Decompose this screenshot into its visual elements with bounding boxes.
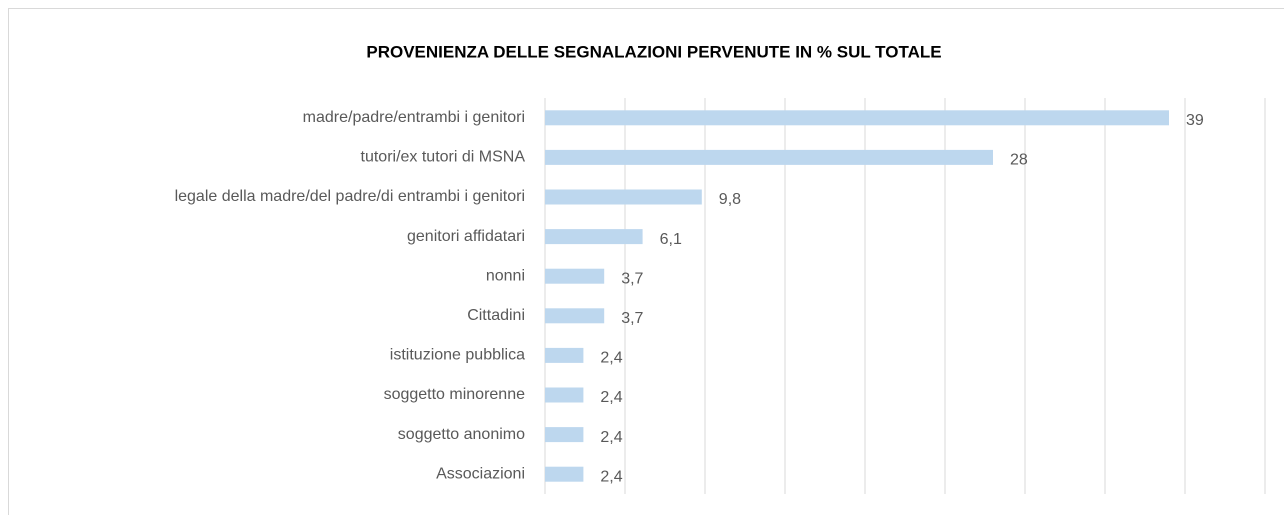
y-tick-label: Cittadini <box>467 307 525 324</box>
y-tick-label: nonni <box>486 267 525 284</box>
y-tick-label: soggetto anonimo <box>398 426 525 443</box>
bar <box>545 189 702 205</box>
data-label: 2,4 <box>600 468 622 485</box>
data-label: 9,8 <box>719 191 741 208</box>
bar <box>545 387 584 403</box>
data-label: 6,1 <box>660 231 682 248</box>
y-tick-label: Associazioni <box>436 465 525 482</box>
data-label: 2,4 <box>600 350 622 367</box>
data-label: 28 <box>1010 152 1028 169</box>
chart-border <box>8 8 1284 515</box>
bar <box>545 229 643 245</box>
bar <box>545 149 993 165</box>
bar <box>545 268 605 284</box>
chart-title: PROVENIENZA DELLE SEGNALAZIONI PERVENUTE… <box>366 42 941 61</box>
y-tick-label: soggetto minorenne <box>384 386 526 403</box>
bar <box>545 466 584 482</box>
data-label: 39 <box>1186 112 1204 129</box>
bar <box>545 110 1169 126</box>
data-label: 3,7 <box>621 270 643 287</box>
data-label: 2,4 <box>600 389 622 406</box>
data-label: 2,4 <box>600 429 622 446</box>
y-tick-label: madre/padre/entrambi i genitori <box>303 109 525 126</box>
bar <box>545 427 584 443</box>
y-tick-label: tutori/ex tutori di MSNA <box>361 149 526 166</box>
y-tick-label: istituzione pubblica <box>390 347 525 364</box>
y-tick-label: legale della madre/del padre/di entrambi… <box>175 188 525 205</box>
y-tick-label: genitori affidatari <box>407 228 525 245</box>
data-label: 3,7 <box>621 310 643 327</box>
bar <box>545 308 605 324</box>
bar <box>545 347 584 363</box>
